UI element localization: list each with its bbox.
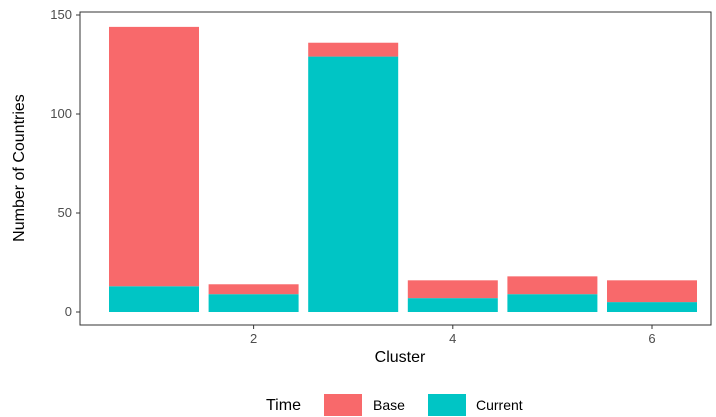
bar-current-cluster-1 (109, 286, 199, 312)
bar-base-cluster-4 (407, 280, 498, 299)
legend-title: Time (266, 397, 301, 414)
y-tick-label: 100 (50, 106, 72, 121)
bar-current-cluster-5 (507, 294, 598, 312)
y-axis: 0 50 100 150 (50, 7, 80, 319)
bar-base-cluster-1 (109, 26, 199, 287)
x-tick-label: 6 (648, 331, 655, 346)
legend-key-current (428, 394, 466, 416)
y-tick-label: 0 (65, 304, 72, 319)
x-axis: 2 4 6 (250, 325, 656, 346)
x-axis-title: Cluster (375, 349, 426, 366)
bar-current-cluster-6 (607, 302, 697, 312)
legend-label-base: Base (373, 397, 405, 413)
y-tick-label: 50 (58, 205, 72, 220)
bar-base-cluster-3 (308, 42, 399, 57)
plot-panel-border (79, 11, 712, 326)
legend-key-base (324, 394, 362, 416)
bar-base-cluster-2 (208, 284, 299, 295)
bar-base-cluster-6 (607, 280, 697, 303)
bars-group (109, 26, 697, 312)
legend-label-current: Current (476, 397, 523, 413)
bar-base-cluster-5 (507, 276, 598, 295)
y-tick-label: 150 (50, 7, 72, 22)
y-axis-title: Number of Countries (11, 94, 28, 242)
bar-current-cluster-2 (208, 294, 299, 312)
x-tick-label: 4 (449, 331, 456, 346)
bar-current-cluster-3 (308, 56, 399, 312)
bar-current-cluster-4 (407, 298, 498, 312)
x-tick-label: 2 (250, 331, 257, 346)
legend: Time Base Current (266, 394, 523, 416)
